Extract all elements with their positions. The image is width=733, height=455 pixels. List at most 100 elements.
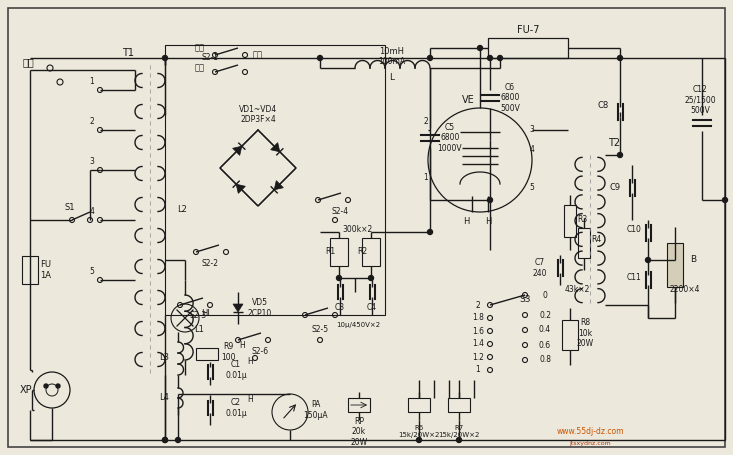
Circle shape — [163, 56, 168, 61]
Text: 3: 3 — [89, 157, 95, 167]
Text: H: H — [463, 217, 469, 227]
Text: HL: HL — [202, 308, 213, 318]
Text: 5: 5 — [529, 183, 534, 192]
Text: 0.6: 0.6 — [539, 340, 551, 349]
Text: S2-1: S2-1 — [202, 54, 218, 62]
Text: 1: 1 — [89, 77, 95, 86]
Text: 4: 4 — [89, 207, 95, 217]
Circle shape — [457, 438, 462, 443]
Bar — [564, 205, 576, 237]
Bar — [165, 45, 385, 315]
Text: VD5
2CP10: VD5 2CP10 — [248, 298, 272, 318]
Bar — [362, 238, 380, 266]
Bar — [22, 256, 38, 284]
Text: L4: L4 — [159, 394, 169, 403]
Polygon shape — [270, 142, 280, 152]
Text: C4: C4 — [367, 303, 377, 313]
Text: R4: R4 — [591, 236, 601, 244]
Text: C6
6800
500V: C6 6800 500V — [500, 83, 520, 113]
Circle shape — [163, 438, 168, 443]
Circle shape — [56, 384, 60, 388]
Text: PA
150μA: PA 150μA — [303, 400, 328, 420]
Circle shape — [617, 56, 622, 61]
Text: 10mH: 10mH — [380, 47, 405, 56]
Text: XP: XP — [19, 385, 32, 395]
Text: H: H — [247, 358, 253, 366]
Text: 连续: 连续 — [195, 44, 205, 52]
Text: 2: 2 — [89, 117, 95, 126]
Text: C10: C10 — [627, 226, 641, 234]
Text: H: H — [485, 217, 491, 227]
Text: C1
0.01μ: C1 0.01μ — [225, 360, 247, 380]
Text: R3: R3 — [577, 216, 587, 224]
Text: T2: T2 — [608, 138, 620, 148]
Text: 1.4: 1.4 — [472, 339, 484, 349]
Text: 0.2: 0.2 — [539, 310, 551, 319]
Text: 0: 0 — [542, 290, 548, 299]
Circle shape — [163, 438, 168, 443]
Text: C7
240: C7 240 — [533, 258, 548, 278]
Text: VD1~VD4: VD1~VD4 — [239, 106, 277, 115]
Polygon shape — [236, 184, 246, 193]
Text: S2-3: S2-3 — [189, 312, 207, 320]
Text: VE: VE — [462, 95, 474, 105]
Bar — [196, 348, 218, 360]
Text: 1.2: 1.2 — [472, 353, 484, 362]
Circle shape — [487, 197, 493, 202]
Text: FU
1A: FU 1A — [40, 260, 51, 280]
Text: S3: S3 — [519, 295, 531, 304]
Text: 1: 1 — [476, 365, 480, 374]
Text: C5
6800
1000V: C5 6800 1000V — [438, 123, 463, 153]
Text: 5: 5 — [89, 268, 95, 277]
Circle shape — [44, 384, 48, 388]
Circle shape — [317, 56, 323, 61]
Circle shape — [646, 258, 650, 263]
Text: 2: 2 — [424, 117, 428, 126]
Bar — [348, 398, 370, 412]
Bar — [667, 243, 683, 287]
Text: 脉冲: 脉冲 — [195, 64, 205, 72]
Text: B: B — [690, 256, 696, 264]
Circle shape — [336, 275, 342, 280]
Text: S2-5: S2-5 — [312, 325, 328, 334]
Text: R6
15k/20W×2: R6 15k/20W×2 — [398, 425, 440, 439]
Polygon shape — [274, 181, 284, 190]
Text: C11: C11 — [627, 273, 641, 283]
Text: 1.6: 1.6 — [472, 327, 484, 335]
Text: S2-4: S2-4 — [331, 207, 349, 217]
Circle shape — [617, 152, 622, 157]
Bar — [408, 398, 430, 412]
Circle shape — [477, 46, 482, 51]
Text: L: L — [389, 74, 394, 82]
Text: L1: L1 — [194, 325, 204, 334]
Text: 43k×2: 43k×2 — [564, 285, 589, 294]
Bar — [562, 320, 578, 350]
Circle shape — [175, 438, 180, 443]
Text: L2: L2 — [177, 206, 187, 214]
Text: 1.8: 1.8 — [472, 313, 484, 323]
Text: 4: 4 — [529, 146, 534, 155]
Text: 2DP3F×4: 2DP3F×4 — [240, 116, 276, 125]
Text: 1: 1 — [424, 173, 428, 182]
Bar — [330, 238, 348, 266]
Text: C9: C9 — [609, 183, 621, 192]
Text: FU-7: FU-7 — [517, 25, 539, 35]
Text: 100mA: 100mA — [378, 57, 405, 66]
Circle shape — [427, 229, 432, 234]
Text: R2: R2 — [357, 248, 367, 257]
Text: 电米: 电米 — [22, 57, 34, 67]
Text: R1: R1 — [325, 248, 335, 257]
Text: www.55dj-dz.com: www.55dj-dz.com — [556, 428, 624, 436]
Circle shape — [369, 275, 374, 280]
Text: 10μ/450V×2: 10μ/450V×2 — [336, 322, 380, 328]
Text: 0.8: 0.8 — [539, 355, 551, 364]
Text: C12
25/1500
500V: C12 25/1500 500V — [684, 85, 716, 115]
Text: S1: S1 — [65, 203, 75, 212]
Text: C2
0.01μ: C2 0.01μ — [225, 398, 247, 418]
Text: L3: L3 — [159, 354, 169, 363]
Text: R8
10k
20W: R8 10k 20W — [576, 318, 594, 348]
Bar — [488, 38, 568, 58]
Polygon shape — [232, 146, 242, 155]
Circle shape — [723, 197, 727, 202]
Polygon shape — [233, 304, 243, 312]
